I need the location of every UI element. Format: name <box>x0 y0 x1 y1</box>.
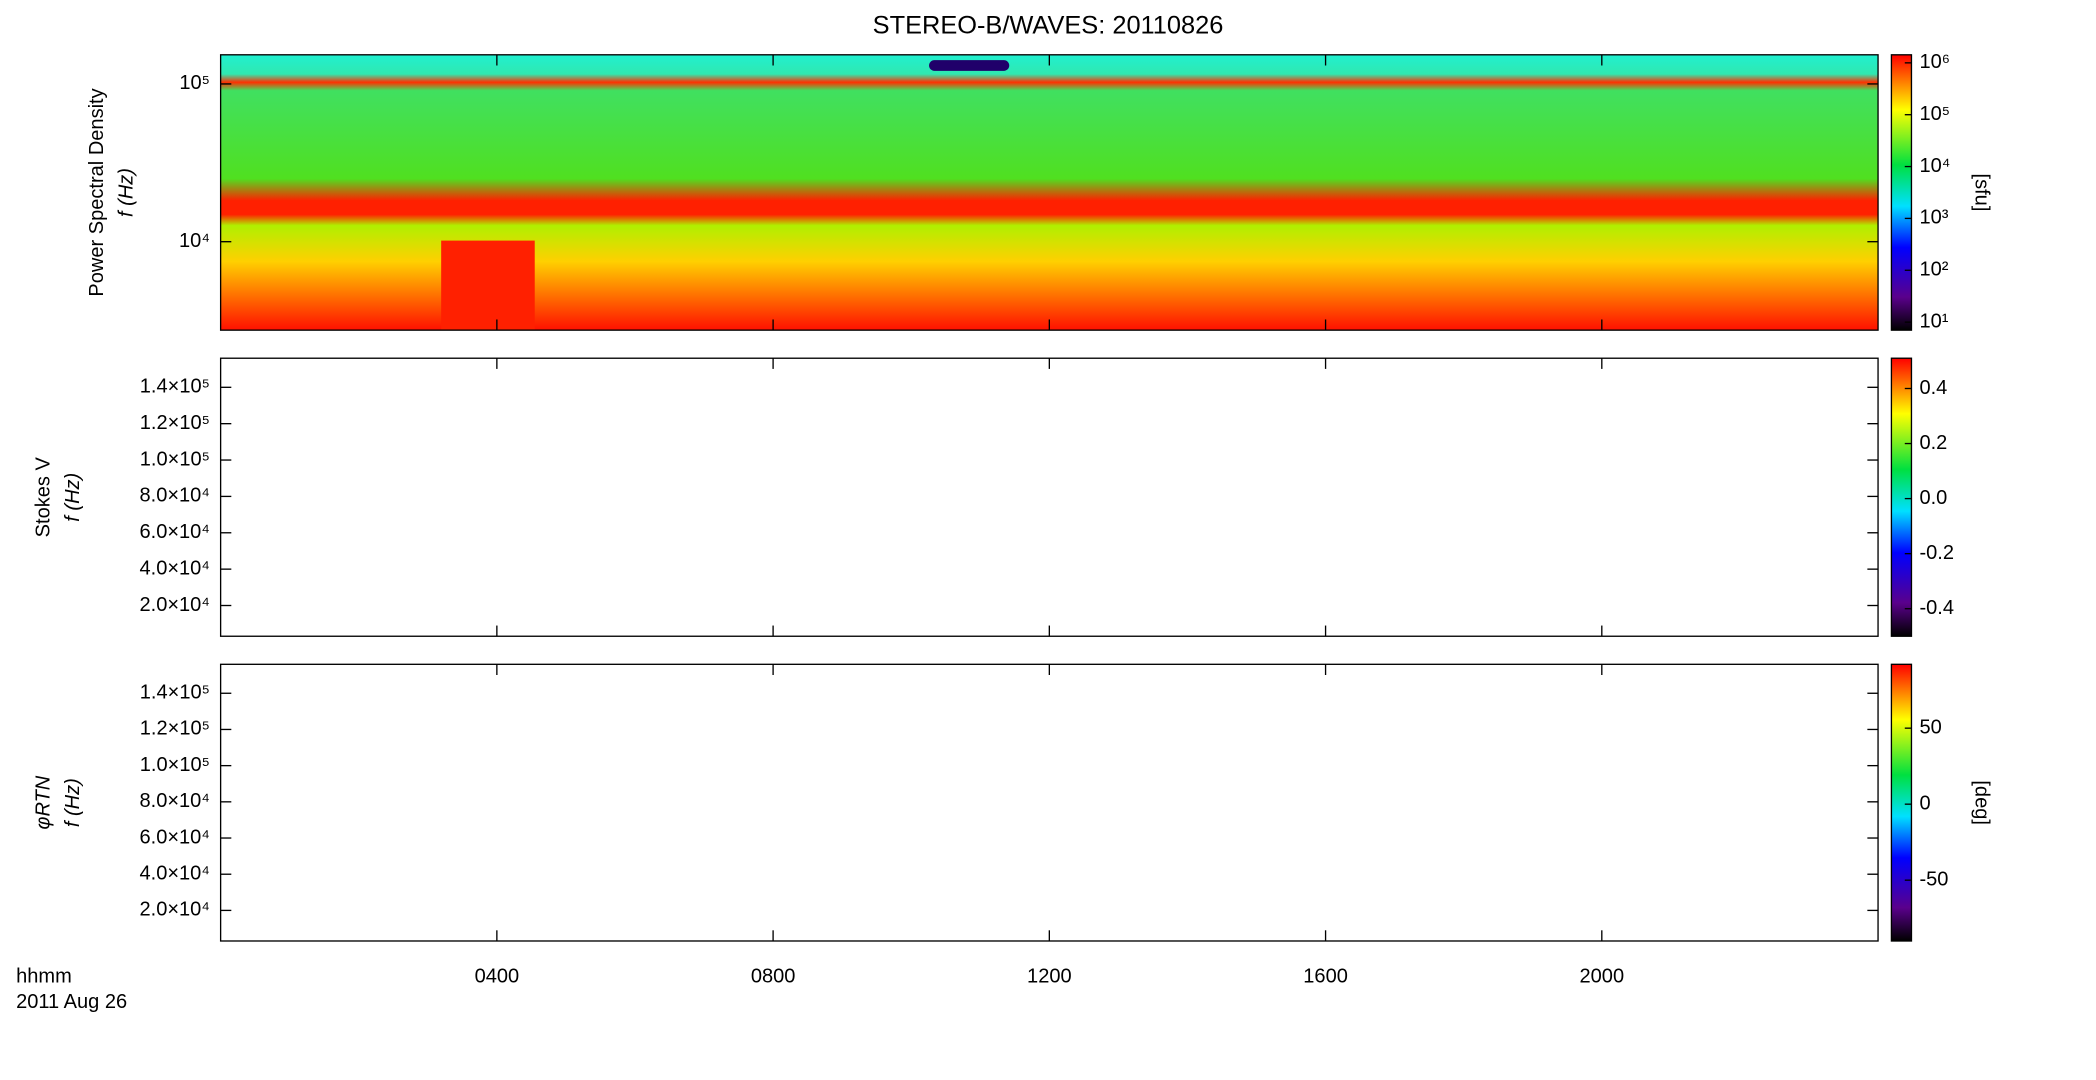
x-tick-label: 1600 <box>1303 965 1348 987</box>
y-tick-label: 1.0×10⁵ <box>140 448 210 470</box>
y-tick-label: 1.4×10⁵ <box>140 682 210 704</box>
y-tick-label: 10⁴ <box>179 230 210 252</box>
chart-title: STEREO-B/WAVES: 20110826 <box>873 11 1224 39</box>
y-tick-label: 1.2×10⁵ <box>140 412 210 434</box>
colorbar-tick-label: 0 <box>1919 792 1930 814</box>
colorbar-tick-label: 0.4 <box>1919 377 1947 399</box>
colorbar <box>1890 54 1913 331</box>
spectrogram-image <box>929 60 1010 71</box>
colorbar-label: [deg] <box>1971 780 1993 825</box>
y-axis-label: Stokes V <box>32 457 54 538</box>
x-tick-label: 0800 <box>751 965 796 987</box>
y-axis-label: Power Spectral Density <box>86 88 108 296</box>
colorbar-tick-label: 10⁶ <box>1919 51 1950 73</box>
y-axis-label: φRTN <box>32 775 54 829</box>
y-tick-label: 1.0×10⁵ <box>140 754 210 776</box>
x-tick-label: 0400 <box>475 965 520 987</box>
y-tick-label: 4.0×10⁴ <box>139 557 209 579</box>
y-tick-label: 8.0×10⁴ <box>139 790 209 812</box>
colorbar-tick-label: 0.2 <box>1919 432 1947 454</box>
colorbar <box>1890 357 1913 637</box>
colorbar-tick-label: -0.4 <box>1919 597 1954 619</box>
colorbar-tick-label: 0.0 <box>1919 487 1947 509</box>
y-axis-label: f (Hz) <box>62 473 84 522</box>
spectrogram-image <box>441 240 535 331</box>
colorbar-tick-label: 10¹ <box>1919 310 1948 332</box>
colorbar-tick-label: -0.2 <box>1919 542 1954 564</box>
colorbar-tick-label: 10⁴ <box>1919 155 1950 177</box>
x-tick-label: 1200 <box>1027 965 1072 987</box>
y-tick-label: 2.0×10⁴ <box>139 899 209 921</box>
time-label: hhmm <box>16 965 72 987</box>
plot-frame <box>219 357 1879 637</box>
y-tick-label: 4.0×10⁴ <box>139 863 209 885</box>
y-tick-label: 8.0×10⁴ <box>139 485 209 507</box>
date-label: 2011 Aug 26 <box>16 991 127 1013</box>
y-tick-label: 6.0×10⁴ <box>139 826 209 848</box>
colorbar <box>1890 663 1913 942</box>
y-tick-label: 6.0×10⁴ <box>139 521 209 543</box>
plot-frame <box>219 663 1879 942</box>
y-axis-label: f (Hz) <box>62 778 84 827</box>
colorbar-label: [sfu] <box>1971 174 1993 212</box>
x-tick-label: 2000 <box>1580 965 1625 987</box>
colorbar-tick-label: -50 <box>1919 868 1948 890</box>
colorbar-tick-label: 10² <box>1919 259 1948 281</box>
colorbar-tick-label: 10³ <box>1919 207 1948 229</box>
y-tick-label: 2.0×10⁴ <box>139 594 209 616</box>
y-axis-label: f (Hz) <box>115 168 137 217</box>
y-tick-label: 1.2×10⁵ <box>140 718 210 740</box>
y-tick-label: 10⁵ <box>179 72 210 94</box>
colorbar-tick-label: 10⁵ <box>1919 103 1950 125</box>
y-tick-label: 1.4×10⁵ <box>140 376 210 398</box>
colorbar-tick-label: 50 <box>1919 716 1941 738</box>
